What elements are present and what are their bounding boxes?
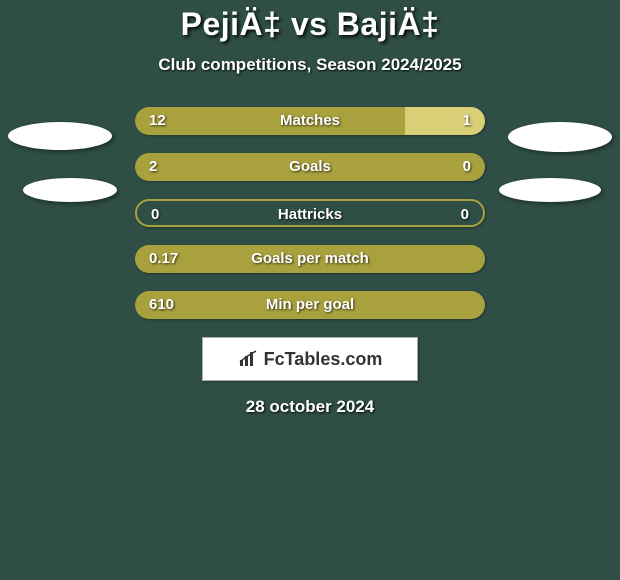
stat-value-left: 12	[149, 107, 166, 135]
stat-row: 610Min per goal	[135, 291, 485, 319]
logo-label: FcTables.com	[264, 349, 383, 370]
player-oval	[23, 178, 117, 202]
snapshot-date: 28 october 2024	[0, 397, 620, 417]
stat-value-left: 0.17	[149, 245, 178, 273]
comparison-title: PejiÄ‡ vs BajiÄ‡	[0, 6, 620, 43]
stat-bar-left	[135, 245, 485, 273]
stat-label: Hattricks	[137, 201, 483, 227]
stat-row: 121Matches	[135, 107, 485, 135]
stat-value-right: 1	[463, 107, 471, 135]
stat-value-left: 610	[149, 291, 174, 319]
stat-row: 0.17Goals per match	[135, 245, 485, 273]
stat-bar-right	[405, 107, 486, 135]
player-oval	[499, 178, 601, 202]
stat-value-right: 0	[461, 201, 469, 227]
stat-value-left: 2	[149, 153, 157, 181]
stat-bar-left	[135, 107, 405, 135]
player-oval	[508, 122, 612, 152]
stat-row: 0 0Hattricks	[135, 199, 485, 227]
source-logo-text: FcTables.com	[238, 349, 383, 370]
source-logo: FcTables.com	[202, 337, 418, 381]
comparison-subtitle: Club competitions, Season 2024/2025	[0, 55, 620, 75]
stat-value-right: 0	[463, 153, 471, 181]
stat-row: 20Goals	[135, 153, 485, 181]
stat-value-left: 0	[151, 201, 159, 227]
chart-icon	[238, 350, 260, 368]
stat-bar-left	[135, 291, 485, 319]
stats-container: 121Matches20Goals00Hattricks0.17Goals pe…	[135, 107, 485, 319]
player-oval	[8, 122, 112, 150]
stat-bar-left	[135, 153, 485, 181]
